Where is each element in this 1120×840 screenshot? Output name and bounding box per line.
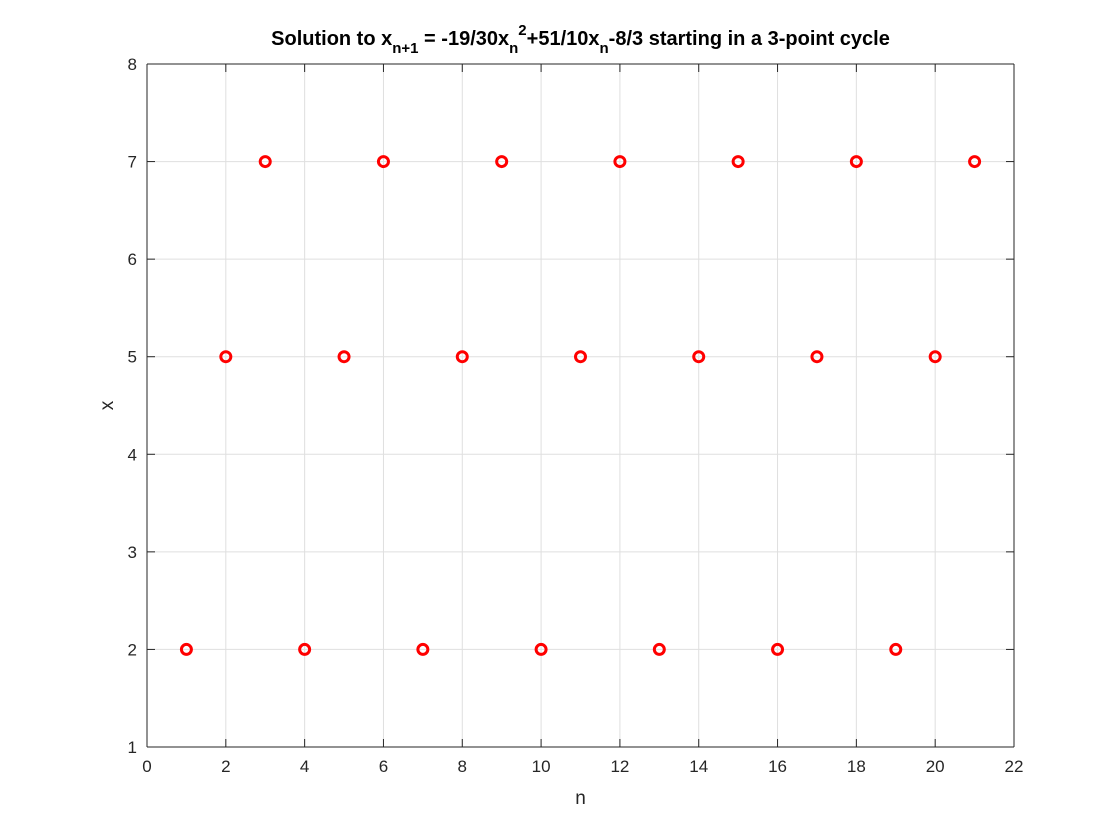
data-point <box>574 350 587 364</box>
data-point <box>376 155 390 169</box>
x-tick-label: 10 <box>532 757 551 776</box>
data-point <box>968 155 982 169</box>
plot-area <box>147 64 1014 747</box>
x-tick-label: 0 <box>142 757 151 776</box>
data-point <box>692 350 706 364</box>
x-tick-label: 16 <box>768 757 787 776</box>
data-point <box>258 155 272 169</box>
data-point <box>219 350 233 364</box>
y-tick-label: 5 <box>128 348 137 367</box>
x-tick-label: 14 <box>689 757 708 776</box>
data-point <box>731 155 745 169</box>
x-tick-label: 4 <box>300 757 309 776</box>
data-point <box>771 642 785 656</box>
data-point <box>416 642 430 656</box>
y-tick-label: 6 <box>128 250 137 269</box>
x-tick-label: 22 <box>1005 757 1024 776</box>
x-axis-label: n <box>575 788 586 809</box>
data-point <box>652 642 666 656</box>
x-tick-label: 2 <box>221 757 230 776</box>
data-point <box>495 155 509 169</box>
data-point <box>337 350 351 364</box>
y-tick-label: 2 <box>128 640 137 659</box>
data-point <box>298 642 312 656</box>
data-points <box>179 155 982 656</box>
data-point <box>613 155 627 169</box>
chart-title: Solution to xn+1 = -19/30xn2+51/10xn-8/3… <box>271 22 890 57</box>
data-point <box>455 350 469 364</box>
y-tick-label: 7 <box>128 153 137 172</box>
x-tick-label: 8 <box>458 757 467 776</box>
data-point <box>810 350 824 364</box>
data-point <box>534 642 548 656</box>
y-axis-label: x <box>97 400 118 410</box>
y-tick-label: 3 <box>128 543 137 562</box>
data-point <box>928 350 942 364</box>
grid-lines <box>147 64 1014 747</box>
x-tick-label: 18 <box>847 757 866 776</box>
y-tick-label: 4 <box>128 445 137 464</box>
axes <box>146 63 1015 748</box>
y-tick-label: 8 <box>128 55 137 74</box>
y-tick-label: 1 <box>128 738 137 757</box>
data-point <box>179 642 193 656</box>
y-axis-ticks: 1 2 3 4 5 6 7 8 <box>128 55 1014 757</box>
data-point <box>889 642 903 656</box>
x-axis-ticks: 0 2 4 6 8 10 12 14 16 18 20 22 <box>142 64 1023 776</box>
x-tick-label: 6 <box>379 757 388 776</box>
x-tick-label: 20 <box>926 757 945 776</box>
data-point <box>849 155 863 169</box>
x-tick-label: 12 <box>610 757 629 776</box>
